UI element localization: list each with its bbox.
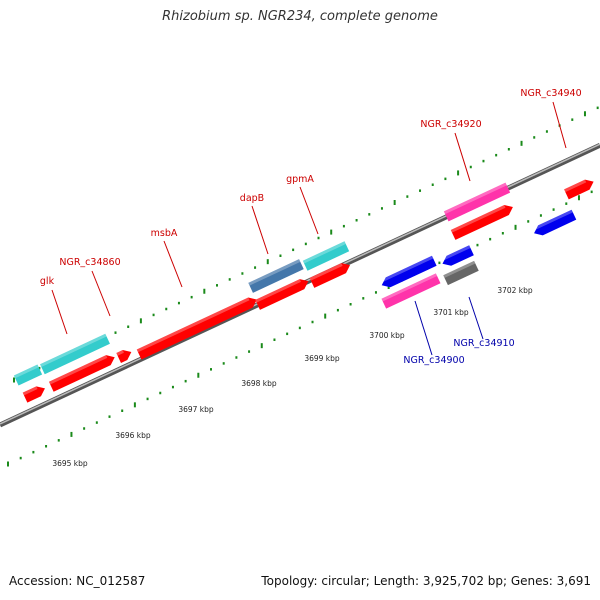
feature-track xyxy=(13,179,594,403)
lower-tick-track xyxy=(7,190,593,467)
gene-label-ngr_c34860[interactable]: NGR_c34860 xyxy=(59,257,120,268)
feature-highlight xyxy=(248,259,301,286)
leader-ngr_c34910 xyxy=(468,296,484,340)
gene-label-gpma[interactable]: gpmA xyxy=(286,174,314,185)
gene-label-msba[interactable]: msbA xyxy=(151,228,178,239)
feature-highlight xyxy=(13,364,39,379)
feature-highlight xyxy=(440,245,471,262)
feature-ngr_c34910-cds xyxy=(440,245,474,266)
feature-highlight xyxy=(136,297,250,353)
feature-ngr_c34920-gene xyxy=(443,182,511,222)
feature-body xyxy=(136,297,257,360)
accession-label: Accession: NC_012587 xyxy=(9,574,146,588)
feature-body xyxy=(48,355,115,392)
feature-body xyxy=(302,241,350,271)
feature-highlight xyxy=(443,260,476,278)
feature-body xyxy=(443,260,479,286)
feature-highlight xyxy=(379,255,434,283)
leader-ngr_c34920 xyxy=(454,132,471,182)
feature-body xyxy=(450,205,513,240)
scale-label: 3699 kbp xyxy=(304,354,340,363)
feature-glk-cds xyxy=(22,386,45,403)
gene-label-ngr_c34900[interactable]: NGR_c34900 xyxy=(403,355,464,366)
feature-highlight xyxy=(48,355,108,385)
scale-label: 3698 kbp xyxy=(241,379,277,388)
gene-label-glk[interactable]: glk xyxy=(40,276,55,287)
feature-highlight xyxy=(116,350,124,356)
feature-body xyxy=(116,350,132,363)
topology-label: Topology: circular; Length: 3,925,702 bp… xyxy=(261,574,591,588)
leader-ngr_c34860 xyxy=(91,270,111,317)
label-leaders xyxy=(51,101,567,356)
scale-label: 3695 kbp xyxy=(52,459,88,468)
feature-ngr_c34860-cds xyxy=(48,355,115,392)
scale-label: 3697 kbp xyxy=(178,405,214,414)
leader-gpma xyxy=(299,186,319,235)
feature-small-orf-cds xyxy=(116,350,132,363)
feature-body xyxy=(442,245,474,266)
feature-msba-cds xyxy=(136,297,257,360)
feature-highlight xyxy=(309,263,343,281)
feature-highlight xyxy=(22,386,38,396)
gene-label-ngr_c34940[interactable]: NGR_c34940 xyxy=(520,88,581,99)
feature-ngr_c34920-cds xyxy=(450,205,513,240)
feature-gpma-cds xyxy=(309,263,351,288)
feature-highlight xyxy=(255,279,301,303)
feature-dapb-cds xyxy=(255,279,309,310)
scale-label: 3701 kbp xyxy=(433,308,469,317)
feature-highlight xyxy=(531,209,573,232)
scale-labels: 3695 kbp 3696 kbp 3697 kbp 3698 kbp 3699 kbp… xyxy=(52,286,533,468)
feature-body xyxy=(309,263,351,288)
feature-highlight xyxy=(450,205,506,233)
gene-labels[interactable]: glk NGR_c34860 msbA dapB gpmA NGR_c34920 NGR_c… xyxy=(40,88,582,366)
feature-highlight xyxy=(381,273,438,302)
gene-label-ngr_c34910[interactable]: NGR_c34910 xyxy=(453,338,514,349)
leader-ngr_c34900 xyxy=(414,300,433,356)
feature-ngr_c34900-cds xyxy=(379,255,437,288)
feature-body xyxy=(255,279,309,310)
feature-body xyxy=(534,209,577,236)
scale-label: 3702 kbp xyxy=(497,286,533,295)
leader-dapb xyxy=(251,205,269,255)
feature-body xyxy=(381,273,441,309)
feature-body xyxy=(40,333,110,375)
leader-msba xyxy=(163,240,183,288)
feature-ngr_c34900-gene xyxy=(381,273,441,309)
feature-body xyxy=(443,182,511,222)
feature-body xyxy=(564,179,594,200)
feature-highlight xyxy=(302,241,346,264)
feature-highlight xyxy=(564,179,587,193)
feature-ngr_c34930-cds xyxy=(531,209,577,236)
scale-label: 3700 kbp xyxy=(369,331,405,340)
feature-ngr_c34940-cds xyxy=(564,179,594,200)
feature-highlight xyxy=(443,182,507,215)
feature-ngr_c34910-gene xyxy=(443,260,479,286)
feature-dapb-gene xyxy=(248,259,304,293)
feature-body xyxy=(248,259,304,293)
gene-label-dapb[interactable]: dapB xyxy=(240,193,264,204)
leader-ngr_c34940 xyxy=(552,101,567,149)
feature-body xyxy=(22,386,45,403)
scale-label: 3696 kbp xyxy=(115,431,151,440)
feature-highlight xyxy=(40,333,107,367)
feature-body xyxy=(13,364,43,386)
map-title: Rhizobium sp. NGR234, complete genome xyxy=(162,9,438,24)
feature-body xyxy=(381,255,437,288)
leader-glk xyxy=(51,289,68,335)
gene-label-ngr_c34920[interactable]: NGR_c34920 xyxy=(420,119,481,130)
feature-gpma-gene xyxy=(302,241,350,271)
feature-glk-gene xyxy=(13,364,43,386)
feature-ngr_c34860-gene xyxy=(40,333,110,375)
